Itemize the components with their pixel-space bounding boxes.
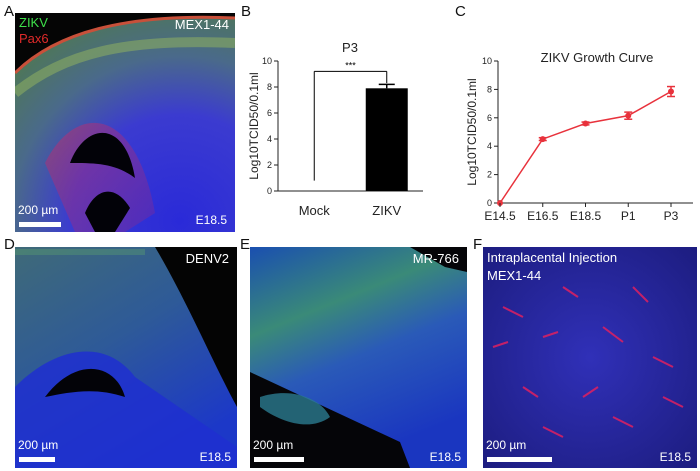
panel-letter-f: F [473, 236, 483, 253]
bar-zikv [365, 88, 408, 191]
data-point-p1 [625, 112, 632, 119]
micrograph-e: MR-766 200 µm E18.5 [250, 247, 467, 468]
scale-text-d: 200 µm [18, 438, 59, 452]
scale-text-e: 200 µm [253, 438, 294, 452]
chart-b-ylabel: Log10TCID50/0.1ml [247, 72, 261, 179]
micrograph-e-image [250, 247, 467, 468]
stage-text-f: E18.5 [659, 450, 691, 464]
chart-c-ytick-label: 10 [482, 56, 492, 66]
x-tick-label-e14.5: E14.5 [484, 209, 516, 223]
stain-label-zikv: ZIKV [19, 15, 48, 30]
chart-c-ytick-label: 6 [487, 113, 492, 123]
chart-c-ytick-label: 8 [487, 84, 492, 94]
data-point-e18.5 [582, 120, 589, 127]
chart-b-ytick-label: 10 [262, 56, 272, 66]
chart-b-ytick-label: 6 [267, 108, 272, 118]
line-chart-growth: ZIKV Growth Curve Log10TCID50/0.1ml 0 2 4 6 8 1… [465, 50, 693, 223]
x-tick-label-p1: P1 [621, 209, 636, 223]
category-label-zikv: ZIKV [372, 203, 401, 218]
data-point-p3 [668, 88, 674, 95]
stage-text-d: E18.5 [199, 450, 231, 464]
strain-label-e: MR-766 [412, 251, 459, 266]
stain-label-pax6: Pax6 [19, 31, 49, 46]
chart-c-ytick-label: 0 [487, 198, 492, 208]
strain-label-a: MEX1-44 [174, 17, 229, 32]
chart-b-ytick-label: 2 [267, 160, 272, 170]
bar-chart-p3: P3 Log10TCID50/0.1ml 0 2 4 6 8 10 Mock ZIKV *** [247, 40, 423, 218]
significance-label: *** [345, 60, 356, 70]
category-label-mock: Mock [299, 203, 331, 218]
injection-label: Intraplacental Injection [487, 250, 618, 265]
micrograph-d: DENV2 200 µm E18.5 [15, 247, 237, 468]
stage-text-a: E18.5 [195, 213, 227, 227]
micrograph-d-image [15, 247, 237, 468]
scale-text-f: 200 µm [486, 438, 527, 452]
chart-c-ytick-label: 4 [487, 141, 492, 151]
data-point-e16.5 [539, 136, 546, 143]
panel-letter-a: A [4, 3, 15, 20]
strain-label-d: DENV2 [185, 251, 229, 266]
chart-b-ytick-label: 4 [267, 134, 272, 144]
x-tick-label-e18.5: E18.5 [570, 209, 602, 223]
scale-bar-e [254, 457, 304, 462]
x-tick-label-e16.5: E16.5 [527, 209, 559, 223]
micrograph-f: Intraplacental Injection MEX1-44 200 µm … [483, 247, 697, 468]
chart-b-title: P3 [342, 40, 358, 55]
scale-bar-a [19, 222, 61, 227]
stage-text-e: E18.5 [429, 450, 461, 464]
chart-b-ytick-label: 0 [267, 186, 272, 196]
micrograph-f-image [483, 247, 697, 468]
chart-c-ylabel: Log10TCID50/0.1ml [465, 78, 479, 185]
scale-text-a: 200 µm [18, 203, 59, 217]
panel-letter-c: C [455, 3, 466, 20]
micrograph-a: ZIKV Pax6 MEX1-44 200 µm E18.5 [15, 13, 235, 232]
chart-c-title: ZIKV Growth Curve [541, 50, 654, 65]
panel-letter-b: B [241, 3, 252, 20]
micrograph-a-image [15, 13, 235, 232]
scale-bar-f [487, 457, 552, 462]
x-tick-label-p3: P3 [664, 209, 679, 223]
chart-c-ytick-label: 2 [487, 170, 492, 180]
strain-label-f: MEX1-44 [487, 268, 542, 283]
scale-bar-d [19, 457, 55, 462]
panel-letter-d: D [4, 236, 15, 253]
panel-letter-e: E [240, 236, 251, 253]
chart-b-ytick-label: 8 [267, 82, 272, 92]
growth-curve-line [499, 90, 672, 204]
